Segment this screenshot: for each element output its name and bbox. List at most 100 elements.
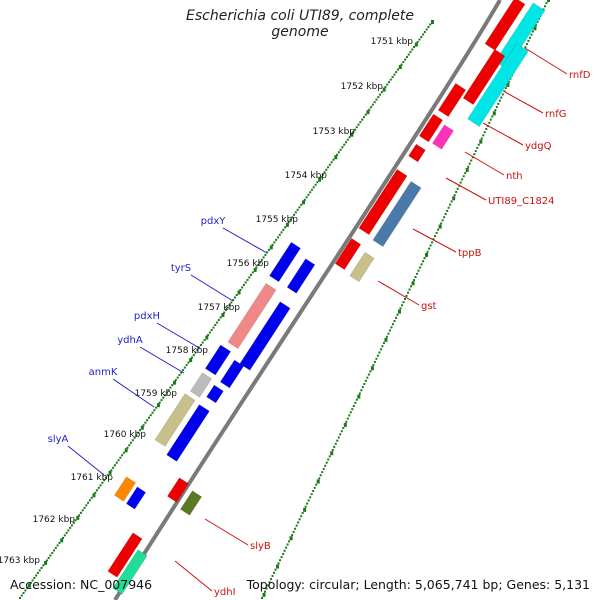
scale-label: 1752 kbp xyxy=(341,82,384,92)
scale-tick xyxy=(485,128,488,131)
label-leader-line xyxy=(67,445,105,476)
scale-tick xyxy=(411,48,414,51)
scale-tick xyxy=(239,288,242,291)
scale-tick xyxy=(113,464,116,467)
scale-tick xyxy=(443,216,446,219)
scale-tick xyxy=(279,559,282,562)
scale-tick xyxy=(19,597,21,599)
scale-tick xyxy=(386,83,389,86)
scale-tick xyxy=(72,521,75,524)
scale-tick xyxy=(349,411,352,414)
scale-tick xyxy=(232,298,235,301)
scale-tick xyxy=(153,409,156,412)
scale-tick xyxy=(267,248,270,251)
scale-tick xyxy=(332,158,335,161)
scale-tick xyxy=(380,91,383,94)
scale-tick xyxy=(450,200,453,203)
scale-tick xyxy=(409,51,412,54)
scale-tick xyxy=(182,369,185,372)
gene-arrow xyxy=(107,532,143,578)
scale-tick xyxy=(425,252,429,257)
scale-tick xyxy=(423,257,426,260)
scale-tick xyxy=(331,449,334,452)
scale-tick xyxy=(280,231,283,234)
scale-tick xyxy=(226,306,229,309)
scale-tick xyxy=(378,351,381,354)
scale-tick xyxy=(420,36,423,39)
label-leader-line xyxy=(112,378,155,408)
scale-tick xyxy=(359,121,362,124)
scale-tick xyxy=(309,191,312,194)
scale-tick xyxy=(165,391,168,394)
scale-tick xyxy=(492,111,496,116)
scale-tick xyxy=(373,101,376,104)
scale-tick xyxy=(313,486,316,489)
scale-tick xyxy=(429,23,432,26)
scale-tick xyxy=(108,470,112,475)
scale-tick xyxy=(319,176,322,179)
scale-tick xyxy=(420,263,423,266)
scale-tick xyxy=(357,123,360,126)
scale-tick xyxy=(214,324,217,327)
scale-tick xyxy=(375,98,378,101)
scale-tick xyxy=(396,68,399,71)
scale-tick xyxy=(51,551,54,554)
scale-tick xyxy=(273,571,276,574)
scale-tick xyxy=(260,258,263,261)
scale-tick xyxy=(399,307,402,310)
scale-tick xyxy=(446,209,449,212)
scale-tick xyxy=(274,568,277,571)
scale-tick xyxy=(203,339,206,342)
scale-tick xyxy=(196,349,199,352)
scale-tick xyxy=(334,442,337,445)
scale-tick xyxy=(411,281,415,286)
scale-tick xyxy=(361,118,364,121)
scale-tick xyxy=(333,445,336,448)
scale-tick xyxy=(264,253,267,256)
gene-arrow xyxy=(125,486,147,510)
gene-features xyxy=(107,0,546,595)
scale-tick xyxy=(121,454,124,457)
scale-tick xyxy=(255,266,258,269)
scale-tick xyxy=(358,392,361,395)
scale-tick xyxy=(47,556,50,559)
scale-tick xyxy=(292,530,295,533)
scale-tick xyxy=(437,228,440,231)
scale-tick xyxy=(296,208,299,211)
gene-arrow xyxy=(227,282,277,350)
scale-tick xyxy=(400,304,403,307)
scale-tick xyxy=(314,183,317,186)
scale-tick xyxy=(375,357,378,360)
scale-tick xyxy=(507,80,510,83)
scale-tick xyxy=(277,562,280,565)
left-gene-labels: pdxY tyrS pdxH ydhA anmK slyA xyxy=(48,216,268,476)
scale-tick xyxy=(391,323,394,326)
scale-tick xyxy=(330,161,333,164)
scale-tick xyxy=(144,421,147,424)
label-leader-line xyxy=(464,151,505,176)
scale-tick xyxy=(169,386,172,389)
scale-tick xyxy=(377,96,380,99)
scale-tick xyxy=(246,278,249,281)
scale-tick xyxy=(345,420,348,423)
scale-tick xyxy=(477,143,480,146)
scale-tick xyxy=(285,546,288,549)
gene-label: ydhA xyxy=(117,335,143,346)
scale-tick xyxy=(185,364,188,367)
scale-tick xyxy=(339,433,342,436)
scale-tick xyxy=(323,171,326,174)
scale-tick xyxy=(269,245,273,250)
scale-tick xyxy=(473,153,476,156)
scale-tick xyxy=(495,106,498,109)
scale-label: 1755 kbp xyxy=(256,215,299,225)
scale-tick xyxy=(434,235,437,238)
scale-tick xyxy=(176,376,179,379)
label-leader-line xyxy=(190,274,234,302)
scale-tick xyxy=(53,549,56,552)
scale-tick xyxy=(336,153,339,156)
scale-tick xyxy=(467,165,470,168)
scale-tick xyxy=(497,102,500,105)
scale-tick xyxy=(389,78,392,81)
scale-tick xyxy=(453,194,456,197)
scale-tick xyxy=(318,177,322,182)
